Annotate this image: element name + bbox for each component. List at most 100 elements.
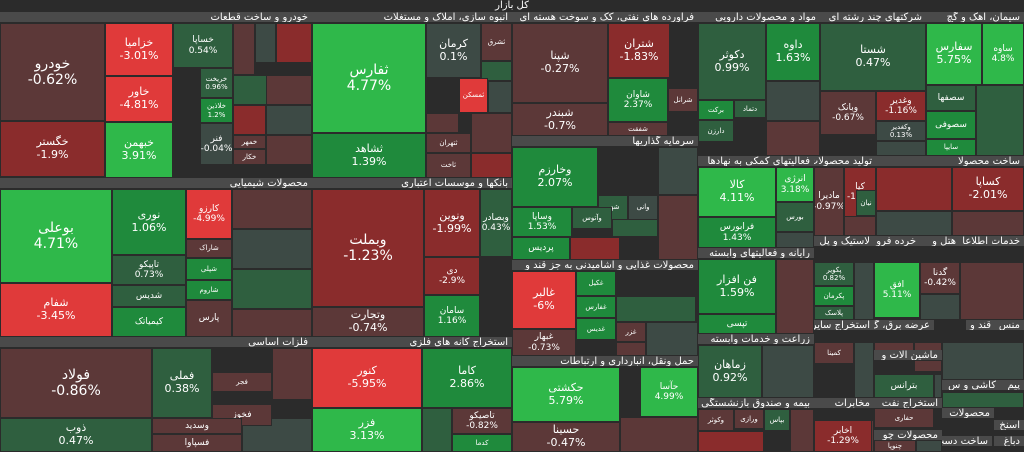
filler-tile[interactable] [916,440,942,452]
stock-tile[interactable]: خکار [233,149,266,165]
stock-tile[interactable]: وبملت -1.23% [312,189,424,307]
stock-tile[interactable]: ورازی [734,409,764,429]
stock-tile[interactable]: شفقت [608,122,668,136]
filler-tile[interactable] [942,392,1024,408]
filler-tile[interactable] [646,322,698,356]
stock-tile[interactable]: ثتهران [426,133,471,153]
stock-tile[interactable]: شتران -1.83% [608,23,670,78]
filler-tile[interactable] [255,23,276,63]
stock-tile[interactable]: خبهمن 3.91% [105,122,173,178]
stock-tile[interactable]: غکیل [576,271,616,296]
filler-tile[interactable] [616,342,646,356]
stock-tile[interactable]: فولاد -0.86% [0,348,152,418]
stock-tile[interactable]: سصفها [926,85,976,111]
filler-tile[interactable] [658,195,698,260]
stock-tile[interactable]: کاما 2.86% [422,348,512,408]
filler-tile[interactable] [266,135,312,165]
filler-tile[interactable] [942,342,1024,380]
stock-tile[interactable]: وانی [628,195,658,220]
stock-tile[interactable]: ثفارس 4.77% [312,23,426,133]
stock-tile[interactable]: دارزن [698,120,734,142]
stock-tile[interactable]: خساپا 0.54% [173,23,233,68]
stock-tile[interactable]: کارزو -4.99% [186,189,232,239]
filler-tile[interactable] [233,23,255,75]
filler-tile[interactable] [876,141,926,156]
stock-tile[interactable]: خگستر -1.9% [0,121,105,177]
stock-tile[interactable]: غالبر -6% [512,271,576,329]
filler-tile[interactable] [471,113,512,153]
filler-tile[interactable] [698,431,764,452]
stock-tile[interactable]: غفارس [576,296,616,318]
stock-tile[interactable]: خاور -4.81% [105,76,173,122]
stock-tile[interactable]: خزامیا -3.01% [105,23,173,76]
filler-tile[interactable] [876,211,952,236]
stock-tile[interactable]: فنر -0.04% [200,123,233,165]
stock-tile[interactable]: فملی 0.38% [152,348,212,418]
filler-tile[interactable] [481,61,512,81]
stock-tile[interactable]: کساپا -2.01% [952,167,1024,211]
filler-tile[interactable] [422,408,452,452]
stock-tile[interactable]: تاپیکو 0.73% [112,255,186,285]
filler-tile[interactable] [232,309,312,337]
stock-tile[interactable]: بپاس [764,409,790,431]
stock-tile[interactable]: گدنا -0.42% [920,262,960,294]
filler-tile[interactable] [790,409,814,452]
stock-tile[interactable]: وبانک -0.67% [820,91,876,135]
stock-tile[interactable]: دی -2.9% [424,257,480,295]
stock-tile[interactable]: پکرمان [814,286,854,306]
filler-tile[interactable] [232,269,312,309]
stock-tile[interactable]: وبصادر 0.43% [480,189,512,257]
stock-tile[interactable]: وتجارت -0.74% [312,307,424,337]
stock-tile[interactable]: بترانس [874,374,934,398]
stock-tile[interactable]: ذوب 0.47% [0,418,152,452]
filler-tile[interactable] [232,189,312,229]
stock-tile[interactable]: حسینا -0.47% [512,422,620,452]
stock-tile[interactable]: وکوثر [698,409,734,431]
filler-tile[interactable] [766,81,820,121]
stock-tile[interactable]: کیمیاتک [112,307,186,337]
filler-tile[interactable] [762,345,814,398]
stock-tile[interactable]: سایپا [926,139,976,156]
filler-tile[interactable] [952,211,1024,236]
stock-tile[interactable]: شبندر -0.7% [512,103,608,136]
stock-tile[interactable]: شاراک [186,239,232,258]
stock-tile[interactable]: ثمسکن [459,78,488,113]
stock-tile[interactable]: شاروم [186,280,232,300]
stock-tile[interactable]: دتماد [734,100,766,118]
filler-tile[interactable] [960,262,1024,320]
stock-tile[interactable]: کرمان 0.1% [426,23,481,78]
stock-tile[interactable]: وغدیر -1.16% [876,91,926,121]
stock-tile[interactable]: خمهر [233,135,266,149]
stock-tile[interactable]: فن افزار 1.59% [698,259,776,314]
stock-tile[interactable]: برکت [698,100,734,120]
stock-tile[interactable]: ثشرق [481,23,512,61]
filler-tile[interactable] [471,153,512,178]
filler-tile[interactable] [616,296,696,322]
stock-tile[interactable]: تپسی [698,314,776,334]
stock-tile[interactable]: انرژی 3.18% [776,167,814,202]
stock-tile[interactable]: پارس [186,300,232,337]
filler-tile[interactable] [854,342,874,398]
filler-tile[interactable] [276,23,312,63]
stock-tile[interactable]: بورس [776,202,814,232]
filler-tile[interactable] [570,237,620,260]
stock-tile[interactable]: تاصیکو -0.82% [452,408,512,434]
stock-tile[interactable]: وخارزم 2.07% [512,147,598,207]
filler-tile[interactable] [232,229,312,269]
stock-tile[interactable]: بوعلی 4.71% [0,189,112,283]
filler-tile[interactable] [876,167,952,211]
stock-tile[interactable]: غدیس [576,318,616,340]
stock-tile[interactable]: مادیرا -0.97% [814,167,844,236]
stock-tile[interactable]: سامان 1.16% [424,295,480,337]
stock-tile[interactable]: شاوان 2.37% [608,78,668,122]
filler-tile[interactable] [620,417,698,452]
stock-tile[interactable]: غبهار -0.73% [512,329,576,356]
stock-tile[interactable]: غزر [616,322,646,342]
filler-tile[interactable] [488,81,512,113]
filler-tile[interactable] [766,121,820,156]
stock-tile[interactable]: زماهان 0.92% [698,345,762,398]
filler-tile[interactable] [426,113,459,133]
stock-tile[interactable]: کنور -5.95% [312,348,422,408]
stock-tile[interactable]: خریخت 0.96% [200,68,233,98]
stock-tile[interactable]: پردیس [512,237,570,260]
